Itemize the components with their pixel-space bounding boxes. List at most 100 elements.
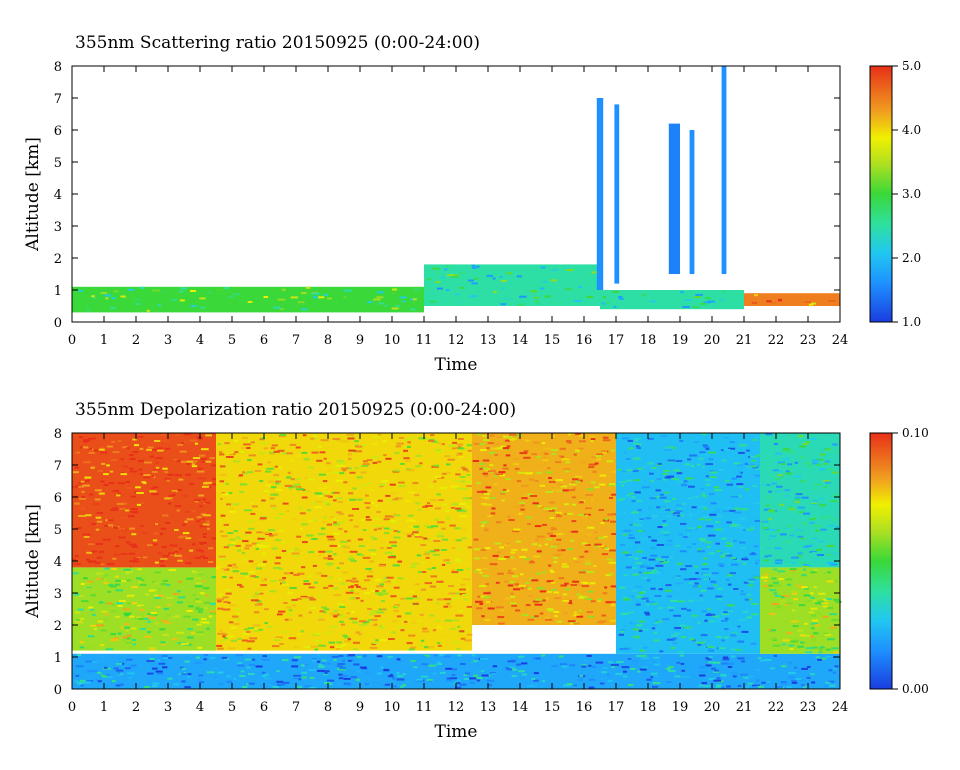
heatmap-speckle — [386, 576, 394, 579]
heatmap-speckle — [196, 623, 202, 626]
heatmap-speckle — [811, 619, 819, 622]
depolarization-colorbar-ticks: 0.000.10 — [892, 426, 929, 696]
heatmap-speckle — [567, 441, 572, 444]
heatmap-speckle — [700, 539, 707, 542]
heatmap-speckle — [318, 644, 326, 647]
heatmap-speckle — [120, 553, 128, 555]
heatmap-speckle — [479, 443, 485, 446]
heatmap-speckle — [155, 457, 163, 460]
heatmap-speckle — [94, 498, 101, 501]
heatmap-speckle — [252, 505, 258, 508]
heatmap-speckle — [540, 452, 549, 455]
heatmap-speckle — [248, 664, 256, 666]
heatmap-speckle — [84, 480, 90, 482]
heatmap-speckle — [476, 482, 482, 484]
heatmap-speckle — [803, 522, 808, 525]
heatmap-speckle — [493, 475, 498, 478]
heatmap-speckle — [314, 640, 323, 643]
heatmap-speckle — [242, 436, 249, 439]
heatmap-speckle — [556, 538, 562, 541]
heatmap-speckle — [274, 465, 278, 468]
heatmap-speckle — [357, 656, 362, 658]
heatmap-speckle — [556, 620, 563, 623]
heatmap-speckle — [343, 481, 348, 484]
heatmap-speckle — [152, 539, 158, 542]
heatmap-speckle — [350, 676, 357, 679]
heatmap-speckle — [428, 664, 437, 667]
heatmap-speckle — [642, 486, 650, 489]
heatmap-speckle — [224, 442, 230, 445]
heatmap-speckle — [722, 510, 730, 513]
x-tick-label: 24 — [832, 333, 849, 348]
heatmap-speckle — [705, 483, 710, 486]
heatmap-speckle — [534, 296, 539, 299]
heatmap-speckle — [486, 679, 495, 682]
heatmap-speckle — [431, 567, 436, 569]
heatmap-speckle — [254, 470, 262, 472]
heatmap-speckle — [566, 512, 573, 515]
heatmap-speckle — [420, 655, 427, 658]
heatmap-speckle — [288, 459, 294, 462]
heatmap-speckle — [79, 446, 84, 449]
heatmap-speckle — [320, 439, 329, 442]
heatmap-speckle — [168, 494, 174, 497]
heatmap-speckle — [421, 675, 429, 678]
heatmap-speckle — [620, 484, 625, 487]
heatmap-speckle — [372, 443, 378, 446]
heatmap-speckle — [291, 552, 300, 555]
heatmap-speckle — [155, 461, 160, 464]
heatmap-speckle — [341, 659, 346, 662]
heatmap-speckle — [200, 457, 207, 460]
heatmap-speckle — [80, 480, 85, 483]
heatmap-speckle — [109, 470, 114, 473]
heatmap-speckle — [259, 442, 266, 444]
heatmap-speckle — [480, 496, 486, 499]
heatmap-speckle — [370, 590, 376, 593]
heatmap-speckle — [162, 467, 168, 470]
x-tick-label: 10 — [384, 333, 401, 348]
heatmap-speckle — [235, 608, 241, 611]
heatmap-speckle — [561, 549, 566, 552]
heatmap-speckle — [705, 475, 709, 478]
heatmap-speckle — [621, 628, 626, 631]
heatmap-speckle — [436, 663, 442, 666]
heatmap-speckle — [273, 516, 282, 519]
heatmap-speckle — [666, 664, 670, 667]
heatmap-speckle — [402, 684, 407, 687]
heatmap-speckle — [809, 592, 814, 595]
heatmap-speckle — [564, 288, 573, 291]
heatmap-speckle — [512, 575, 519, 578]
heatmap-speckle — [112, 603, 116, 606]
heatmap-speckle — [717, 515, 723, 518]
heatmap-speckle — [153, 468, 161, 471]
heatmap-speckle — [576, 615, 584, 618]
heatmap-speckle — [673, 628, 681, 631]
heatmap-speckle — [815, 548, 823, 551]
heatmap-speckle — [337, 603, 345, 606]
heatmap-speckle — [497, 616, 505, 619]
heatmap-speckle — [200, 555, 205, 558]
heatmap-speckle — [152, 682, 160, 685]
heatmap-speckle — [261, 658, 270, 661]
heatmap-speckle — [344, 551, 350, 553]
heatmap-speckle — [543, 507, 551, 510]
heatmap-speckle — [597, 600, 601, 602]
heatmap-speckle — [653, 496, 661, 499]
heatmap-speckle — [737, 625, 741, 628]
heatmap-speckle — [424, 582, 433, 585]
heatmap-speckle — [816, 554, 824, 556]
heatmap-speckle — [661, 556, 670, 558]
heatmap-speckle — [687, 497, 693, 500]
heatmap-speckle — [729, 441, 736, 444]
heatmap-speckle — [663, 470, 670, 473]
heatmap-speckle — [308, 520, 314, 523]
heatmap-speckle — [601, 671, 607, 674]
heatmap-speckle — [581, 581, 589, 584]
heatmap-speckle — [483, 493, 490, 496]
heatmap-speckle — [542, 280, 547, 283]
heatmap-speckle — [689, 454, 698, 457]
heatmap-speckle — [560, 485, 568, 488]
heatmap-speckle — [537, 452, 545, 455]
heatmap-speckle — [296, 488, 304, 491]
heatmap-speckle — [713, 670, 719, 673]
